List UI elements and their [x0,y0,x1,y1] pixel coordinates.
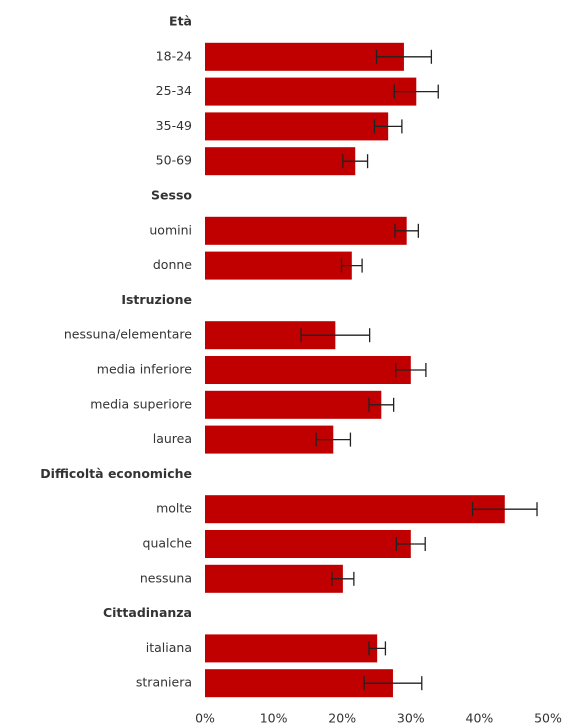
x-tick-label: 30% [397,711,425,726]
x-tick-label: 10% [260,711,288,726]
group-header: Istruzione [121,292,192,307]
category-label: nessuna [140,570,192,585]
category-label: media superiore [90,396,192,411]
category-label: 35-49 [156,118,192,133]
bar [205,42,404,71]
category-label: straniera [136,675,192,690]
category-label: donne [153,257,192,272]
category-label: italiana [146,640,192,655]
x-tick-label: 0% [195,711,215,726]
bar [205,77,417,106]
category-label: qualche [143,536,193,551]
group-header: Età [169,14,192,29]
category-label: 25-34 [156,83,192,98]
group-header: Sesso [151,188,192,203]
bar [205,251,352,280]
category-label: molte [156,501,192,516]
bar [205,669,393,698]
bar [205,356,411,384]
x-tick-label: 20% [328,711,356,726]
group-header: Difficoltà economiche [40,466,192,481]
bar [205,216,407,245]
bar [205,495,505,524]
category-label: nessuna/elementare [64,327,192,342]
bar [205,390,382,419]
category-label: laurea [153,431,192,446]
x-tick-label: 50% [534,711,562,726]
category-label: media inferiore [97,362,193,377]
bar [205,564,343,593]
category-label: 50-69 [156,153,192,168]
category-label: 18-24 [156,48,192,63]
category-label: uomini [149,222,192,237]
bar [205,147,356,176]
bar [205,112,389,141]
bar [205,530,411,558]
group-header: Cittadinanza [103,605,192,620]
x-tick-label: 40% [466,711,494,726]
bar [205,634,378,663]
bar [205,425,334,454]
